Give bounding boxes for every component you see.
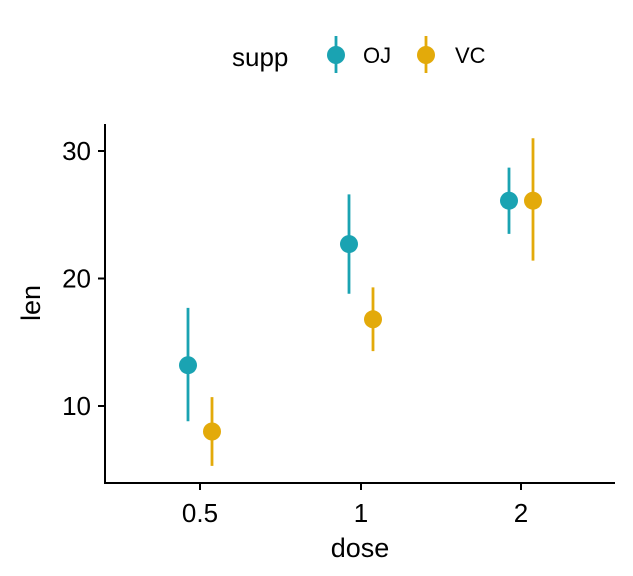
legend: supp OJ VC [232, 36, 486, 73]
point-vc [203, 422, 221, 441]
legend-item-vc: VC [417, 36, 486, 73]
y-tick-label: 30 [62, 136, 91, 166]
y-tick-label: 20 [62, 264, 91, 294]
point-oj [179, 356, 197, 375]
x-tick-label: 2 [514, 498, 528, 528]
data-marks [179, 138, 542, 466]
legend-key-point [327, 46, 345, 64]
point-vc [364, 310, 382, 329]
point-oj [340, 235, 358, 254]
point-vc [524, 191, 542, 210]
axes: 10 20 30 0.5 1 2 dose len [16, 124, 615, 563]
x-tick-label: 0.5 [182, 498, 218, 528]
x-tick-label: 1 [354, 498, 368, 528]
x-axis-label: dose [331, 533, 390, 563]
y-axis-label: len [16, 285, 46, 321]
y-tick-label: 10 [62, 391, 91, 421]
point-oj [500, 191, 518, 210]
legend-item-oj: OJ [327, 36, 391, 73]
legend-label: OJ [363, 43, 391, 68]
legend-key-point [417, 46, 435, 64]
legend-title: supp [232, 42, 288, 72]
legend-label: VC [455, 43, 486, 68]
